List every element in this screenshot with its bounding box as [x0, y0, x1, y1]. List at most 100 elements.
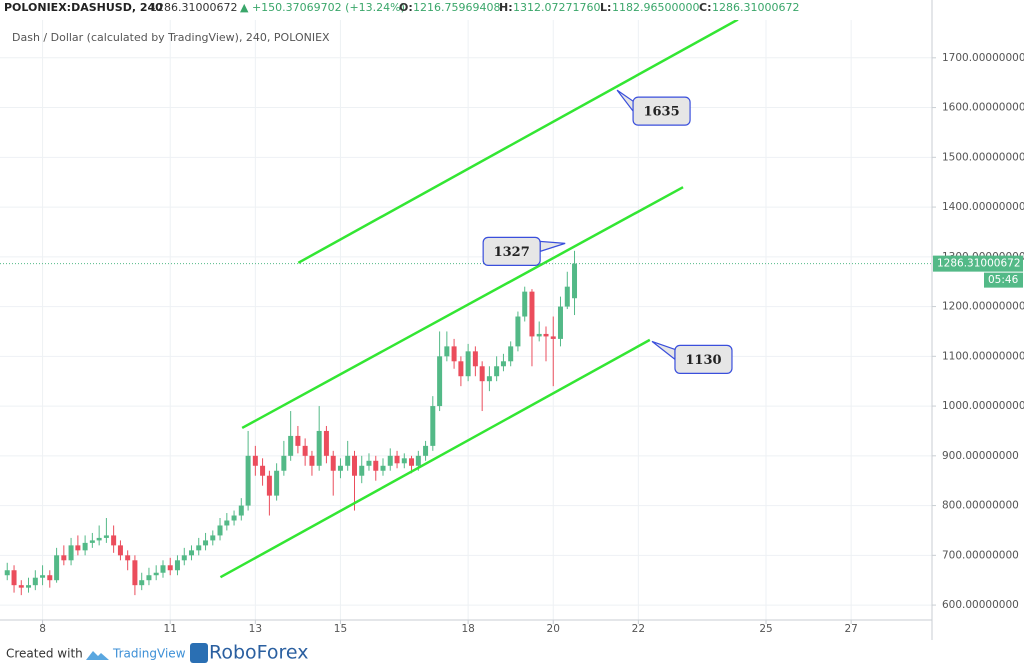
low: 1182.96500000	[612, 1, 699, 14]
candle-body	[352, 455, 358, 476]
candle-body	[260, 465, 266, 476]
candle-body	[302, 445, 308, 456]
candle-body	[373, 460, 379, 471]
callout-box	[674, 344, 733, 374]
candle-body	[68, 545, 74, 561]
candle-body	[217, 525, 223, 536]
candle-body	[4, 570, 10, 576]
callout-box	[632, 96, 691, 126]
candle-body	[472, 351, 478, 367]
created-with: Created with	[6, 647, 83, 661]
countdown-box	[984, 272, 1023, 288]
candle-body	[231, 515, 237, 521]
x-tick-label: 13	[249, 623, 262, 635]
candle-body	[174, 560, 180, 571]
candle-body	[366, 460, 372, 466]
x-tick-label: 11	[164, 623, 177, 635]
roboforex: RoboForex	[209, 642, 309, 664]
candle-body	[26, 585, 32, 588]
y-tick-label: 1500.00000000	[942, 151, 1024, 163]
y-tick-label: 900.00000000	[942, 450, 1019, 462]
roboforex-logo	[190, 643, 208, 663]
candle-body	[508, 346, 514, 362]
candle-body	[132, 560, 138, 586]
y-tick-label: 1100.00000000	[942, 350, 1024, 362]
candle-body	[437, 356, 443, 407]
y-tick-label: 1700.00000000	[942, 52, 1024, 64]
candle-body	[564, 286, 570, 307]
candle-body	[47, 575, 53, 581]
candle-body	[245, 455, 251, 506]
low-label: L:	[600, 1, 611, 14]
candle-body	[224, 520, 230, 526]
candle-body	[444, 346, 450, 357]
x-tick-label: 27	[844, 623, 857, 635]
candle-body	[458, 361, 464, 377]
chart-subtitle: Dash / Dollar (calculated by TradingView…	[12, 31, 330, 44]
candle-body	[330, 455, 336, 471]
candle-body	[423, 445, 429, 456]
y-tick-label: 1000.00000000	[942, 400, 1024, 412]
candle-body	[160, 565, 166, 573]
callout-box	[482, 236, 541, 266]
y-tick-label: 1200.00000000	[942, 301, 1024, 313]
candle-body	[550, 336, 556, 339]
candle-body	[345, 455, 351, 466]
candle-body	[146, 575, 152, 581]
candle-body	[18, 585, 24, 588]
candle-body	[40, 575, 46, 578]
trend-line	[219, 338, 651, 579]
open: 1216.75969408	[413, 1, 500, 14]
candle-body	[274, 470, 280, 496]
candle-body	[486, 376, 492, 382]
candle-body	[387, 455, 393, 466]
candle-body	[203, 540, 209, 546]
callout-label: 1130	[685, 353, 721, 368]
callout-label: 1635	[643, 105, 679, 120]
candle-body	[380, 465, 386, 471]
candle-body	[238, 505, 244, 516]
x-tick-label: 18	[461, 623, 474, 635]
candle-body	[181, 555, 187, 561]
candle-body	[515, 316, 521, 347]
candle-body	[167, 565, 173, 571]
high: 1312.07271760	[513, 1, 600, 14]
candle-body	[266, 475, 272, 496]
candle-body	[337, 465, 343, 471]
close: 1286.31000672	[712, 1, 799, 14]
candle-body	[572, 263, 578, 299]
candle-body	[430, 406, 436, 446]
close-label: C:	[699, 1, 711, 14]
x-tick-label: 25	[759, 623, 772, 635]
candle-body	[451, 346, 457, 362]
candle-body	[210, 535, 216, 541]
last-price-label: 1286.31000672	[937, 258, 1021, 270]
last-price-box	[933, 255, 1023, 272]
callout-label: 1327	[494, 245, 530, 260]
callout-pointer	[539, 240, 566, 253]
y-tick-label: 1600.00000000	[942, 102, 1024, 114]
trend-line	[297, 20, 739, 264]
plot-area	[0, 20, 932, 596]
footer: Created with TradingView RoboForex	[6, 642, 309, 664]
candle-body	[557, 306, 563, 339]
open-label: O:	[399, 1, 413, 14]
candle-body	[252, 455, 258, 466]
candle-body	[479, 366, 485, 382]
candle-body	[281, 455, 287, 471]
symbol: POLONIEX:DASHUSD, 240	[4, 1, 163, 14]
candle-body	[465, 351, 471, 377]
y-tick-label: 1400.00000000	[942, 201, 1024, 213]
grid	[0, 20, 932, 620]
candle-body	[415, 455, 421, 466]
x-tick-label: 15	[334, 623, 347, 635]
candle-body	[522, 291, 528, 317]
candle-body	[11, 570, 17, 586]
candle-body	[323, 430, 329, 456]
x-tick-label: 22	[632, 623, 645, 635]
candle-body	[103, 535, 109, 538]
change: ▲ +150.37069702 (+13.24%)	[240, 1, 405, 14]
candle-body	[288, 435, 294, 456]
candle-body	[394, 455, 400, 464]
candle-body	[543, 333, 549, 337]
